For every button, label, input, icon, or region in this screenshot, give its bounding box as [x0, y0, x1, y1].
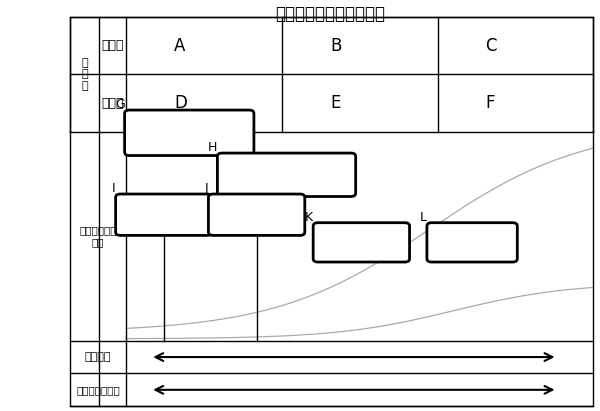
Text: H: H: [208, 141, 217, 154]
Text: D: D: [174, 94, 187, 112]
Bar: [70, 17, 593, 406]
Text: 深成岩: 深成岩: [101, 97, 124, 110]
Text: F: F: [485, 94, 495, 112]
Text: J: J: [205, 182, 208, 195]
Text: 岩石の色: 岩石の色: [85, 352, 111, 362]
Text: I: I: [112, 182, 116, 195]
FancyBboxPatch shape: [217, 153, 356, 196]
FancyBboxPatch shape: [125, 110, 254, 155]
Text: B: B: [330, 37, 341, 55]
Text: C: C: [485, 37, 497, 55]
FancyBboxPatch shape: [427, 223, 517, 262]
Text: 火山岩: 火山岩: [101, 39, 124, 52]
Text: マグマの粘り気: マグマの粘り気: [76, 385, 120, 395]
FancyBboxPatch shape: [313, 223, 410, 262]
Text: G: G: [115, 98, 125, 111]
Text: ＜火成岩の名称と鉱物＞: ＜火成岩の名称と鉱物＞: [275, 5, 385, 23]
Text: 火
成
岩: 火 成 岩: [81, 58, 88, 91]
FancyBboxPatch shape: [116, 194, 212, 236]
Text: L: L: [420, 211, 427, 224]
Text: E: E: [330, 94, 340, 112]
Text: A: A: [174, 37, 185, 55]
FancyBboxPatch shape: [208, 194, 305, 236]
Text: K: K: [305, 211, 313, 224]
Text: 鉱物の種類と
割合: 鉱物の種類と 割合: [79, 225, 117, 247]
